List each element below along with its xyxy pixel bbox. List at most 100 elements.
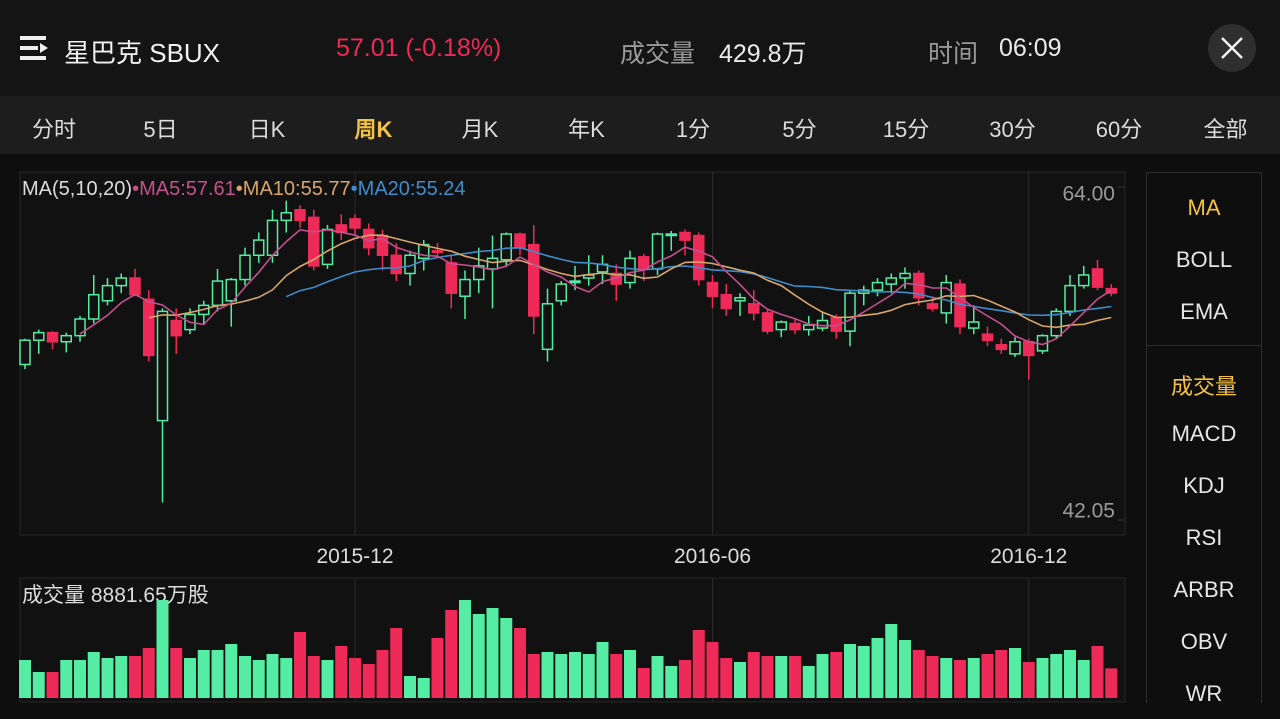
ma5-line: [79, 228, 1112, 346]
volume-bar: [252, 660, 265, 698]
legend-item: •MA5:57.61: [132, 178, 236, 200]
volume-bar: [459, 600, 471, 698]
divider: [1147, 345, 1261, 346]
tab[interactable]: 周K: [354, 117, 393, 142]
tab[interactable]: 日K: [248, 117, 286, 142]
volume-bar: [844, 644, 856, 698]
y-tick-label: 64.00: [1062, 183, 1115, 206]
close-button[interactable]: [1207, 23, 1257, 73]
indicator-option[interactable]: WR: [1185, 681, 1223, 706]
tab[interactable]: 1分: [675, 117, 711, 142]
volume-bar: [857, 646, 870, 698]
volume-bar: [582, 654, 595, 698]
ma20-line: [285, 246, 1112, 317]
candle-body: [390, 254, 402, 275]
volume-bar: [926, 656, 939, 698]
tab[interactable]: 分时: [31, 117, 76, 142]
volume-bar: [445, 610, 458, 698]
tab[interactable]: 年K: [568, 117, 605, 142]
volume-bar: [651, 656, 664, 698]
header: 星巴克 SBUX 57.01 (-0.18%) 成交量 429.8万 时间 06…: [0, 0, 1280, 96]
volume-bar: [1105, 668, 1118, 698]
candle-body: [665, 233, 677, 237]
indicator-option[interactable]: ARBR: [1173, 577, 1235, 602]
volume-bar: [940, 658, 953, 698]
indicator-panel: MA BOLL EMA 成交量 MACD KDJ RSI ARBR OBV WR: [1146, 172, 1262, 706]
tab[interactable]: 5分: [782, 117, 817, 142]
indicator-option[interactable]: 成交量: [1170, 374, 1237, 399]
candle-body: [555, 283, 567, 302]
volume-bar: [431, 638, 444, 698]
candle-body: [473, 265, 485, 281]
price-panel: [19, 171, 1126, 536]
candle-body: [638, 256, 650, 270]
volume-bar: [184, 658, 196, 698]
volume-bar: [596, 642, 609, 698]
candle-body: [74, 318, 86, 337]
volume-bar: [142, 648, 155, 698]
volume-bar: [899, 640, 911, 698]
candle-body: [514, 233, 526, 249]
volume-bar: [376, 650, 389, 698]
candle-body: [349, 218, 361, 229]
candle-body: [253, 239, 265, 257]
tab[interactable]: 全部: [1203, 117, 1248, 142]
volume-bar: [761, 656, 774, 698]
indicator-option[interactable]: MA: [1187, 195, 1221, 220]
candle-body: [1009, 340, 1021, 355]
candle-body: [624, 257, 636, 284]
candle-body: [46, 331, 59, 343]
tab[interactable]: 30分: [989, 117, 1036, 142]
volume-bar: [307, 656, 320, 698]
tab[interactable]: 月K: [461, 117, 499, 142]
tab[interactable]: 60分: [1095, 117, 1143, 142]
volume-bar: [967, 658, 980, 698]
tab[interactable]: 5日: [143, 117, 178, 142]
volume-bar: [1077, 660, 1090, 698]
legend-item: •MA10:55.77: [236, 178, 351, 200]
volume-bar: [747, 652, 760, 698]
y-tick-label: 42.05: [1062, 500, 1115, 523]
volume-bar: [239, 656, 251, 698]
tab[interactable]: 15分: [882, 117, 930, 142]
time-label: 时间: [928, 40, 979, 68]
volume-bar: [46, 672, 59, 698]
volume-bar: [472, 614, 485, 698]
legend-item: •MA20:55.24: [351, 178, 466, 200]
volume-bar: [1091, 646, 1104, 698]
volume-bar: [665, 666, 678, 698]
indicator-option[interactable]: MACD: [1171, 421, 1237, 446]
candle-body: [211, 280, 224, 307]
candle-body: [60, 334, 72, 343]
volume-bar: [775, 656, 788, 698]
volume-bar: [335, 646, 348, 698]
volume-bar: [1064, 650, 1076, 698]
x-tick-label: 2016-12: [990, 545, 1067, 568]
candle-body: [926, 303, 939, 310]
volume-bar: [115, 656, 128, 698]
indicator-option[interactable]: EMA: [1180, 299, 1228, 324]
time: 06:09: [999, 34, 1062, 62]
volume-bar: [197, 650, 210, 698]
candle-body: [899, 272, 911, 279]
tab-bar: 分时 5日 日K 周K 月K 年K 1分 5分 15分 30分 60分 全部: [0, 96, 1280, 154]
volume-bar: [555, 654, 568, 698]
candle-body: [445, 262, 457, 294]
indicator-option[interactable]: BOLL: [1175, 247, 1233, 272]
candle-body: [1023, 340, 1035, 357]
candle-body: [170, 319, 182, 337]
volume-bar: [19, 660, 31, 698]
price: 57.01 (-0.18%): [336, 34, 502, 62]
volume-bar: [321, 660, 334, 698]
indicator-option[interactable]: KDJ: [1183, 473, 1225, 498]
indicator-option[interactable]: RSI: [1185, 525, 1223, 550]
candle-body: [748, 303, 760, 314]
candle-body: [431, 249, 444, 253]
indicator-option[interactable]: OBV: [1180, 629, 1228, 654]
candle-body: [789, 322, 801, 331]
menu-icon[interactable]: [20, 34, 50, 62]
candle-body: [720, 293, 732, 310]
candle-body: [321, 228, 334, 266]
x-tick-label: 2016-06: [674, 545, 751, 568]
volume-bar: [87, 652, 100, 698]
